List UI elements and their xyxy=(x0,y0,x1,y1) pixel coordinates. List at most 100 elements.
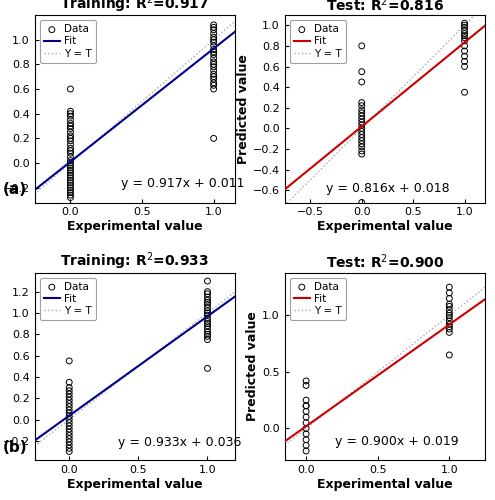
Y-axis label: Predicted value: Predicted value xyxy=(237,54,250,164)
Data xyxy=(203,311,211,319)
Data xyxy=(65,409,73,417)
Fit xyxy=(44,178,50,184)
Data xyxy=(66,186,74,194)
Fit xyxy=(482,296,488,302)
Data xyxy=(65,418,73,426)
Data xyxy=(203,330,211,338)
Y = T xyxy=(40,184,46,190)
Data xyxy=(66,172,74,179)
Data xyxy=(446,302,453,310)
Y = T xyxy=(282,202,288,208)
Data xyxy=(358,102,366,110)
Title: Test: R$^2$=0.900: Test: R$^2$=0.900 xyxy=(326,252,444,272)
Data xyxy=(66,162,74,170)
Data xyxy=(210,26,218,34)
Data xyxy=(358,112,366,120)
Data xyxy=(203,336,211,344)
Title: Training: R$^2$=0.933: Training: R$^2$=0.933 xyxy=(60,251,209,272)
Data xyxy=(66,194,74,202)
Y = T xyxy=(482,2,488,8)
Text: y = 0.917x + 0.011: y = 0.917x + 0.011 xyxy=(121,178,244,190)
Y = T xyxy=(222,296,228,302)
Data xyxy=(210,66,218,74)
Fit xyxy=(465,308,471,314)
Data xyxy=(446,312,453,320)
Data xyxy=(65,438,73,446)
Data xyxy=(66,137,74,145)
Data xyxy=(65,441,73,449)
Fit xyxy=(282,186,288,192)
Y = T xyxy=(44,180,50,186)
Data xyxy=(460,62,468,70)
Line: Fit: Fit xyxy=(285,26,485,190)
Data xyxy=(66,176,74,184)
Data xyxy=(358,106,366,114)
Data xyxy=(358,150,366,158)
Y = T xyxy=(282,442,288,448)
Data xyxy=(210,72,218,80)
Fit xyxy=(472,31,478,37)
Fit xyxy=(40,432,46,438)
Data xyxy=(302,396,310,404)
Data xyxy=(65,406,73,414)
Data xyxy=(210,48,218,56)
Data xyxy=(460,37,468,45)
X-axis label: Experimental value: Experimental value xyxy=(67,478,202,490)
Line: Y = T: Y = T xyxy=(285,4,485,205)
Data xyxy=(358,147,366,155)
Data xyxy=(446,294,453,302)
Data xyxy=(446,283,453,291)
Data xyxy=(66,112,74,120)
Data xyxy=(203,322,211,330)
Y = T xyxy=(32,443,38,449)
Y = T xyxy=(222,27,228,33)
Line: Fit: Fit xyxy=(35,296,235,440)
Fit xyxy=(290,180,296,186)
Data xyxy=(203,318,211,326)
Data xyxy=(358,109,366,117)
Legend: Data, Fit, Y = T: Data, Fit, Y = T xyxy=(290,20,346,62)
Fit xyxy=(232,294,238,300)
Data xyxy=(66,181,74,189)
Data xyxy=(203,309,211,317)
Y-axis label: Predicted value: Predicted value xyxy=(247,312,259,421)
Y = T xyxy=(215,302,221,308)
Data xyxy=(210,82,218,90)
Data xyxy=(358,140,366,148)
X-axis label: Experimental value: Experimental value xyxy=(67,220,202,233)
Y = T xyxy=(69,159,75,165)
Data xyxy=(460,34,468,42)
Title: Test: R$^2$=0.816: Test: R$^2$=0.816 xyxy=(326,0,444,14)
Data xyxy=(203,293,211,301)
Data xyxy=(460,52,468,60)
Data xyxy=(210,30,218,38)
Data xyxy=(302,402,310,410)
Data xyxy=(460,24,468,32)
Legend: Data, Fit, Y = T: Data, Fit, Y = T xyxy=(40,278,96,320)
Data xyxy=(446,317,453,325)
Y = T xyxy=(465,19,471,25)
Data xyxy=(65,412,73,420)
Data xyxy=(446,328,453,336)
Data xyxy=(446,325,453,333)
Data xyxy=(210,79,218,87)
Data xyxy=(302,442,310,450)
Y = T xyxy=(215,33,221,39)
Data xyxy=(65,400,73,407)
Data xyxy=(210,36,218,44)
Data xyxy=(302,408,310,416)
Data xyxy=(65,378,73,386)
Fit xyxy=(319,156,325,162)
Data xyxy=(358,143,366,151)
Fit xyxy=(319,412,325,418)
Data xyxy=(210,54,218,62)
Data xyxy=(358,118,366,126)
Data xyxy=(203,296,211,304)
Y = T xyxy=(232,18,238,24)
Data xyxy=(358,78,366,86)
Data xyxy=(66,188,74,196)
Line: Fit: Fit xyxy=(285,299,485,442)
Y = T xyxy=(482,284,488,290)
Line: Fit: Fit xyxy=(35,32,235,190)
Fit xyxy=(482,22,488,28)
